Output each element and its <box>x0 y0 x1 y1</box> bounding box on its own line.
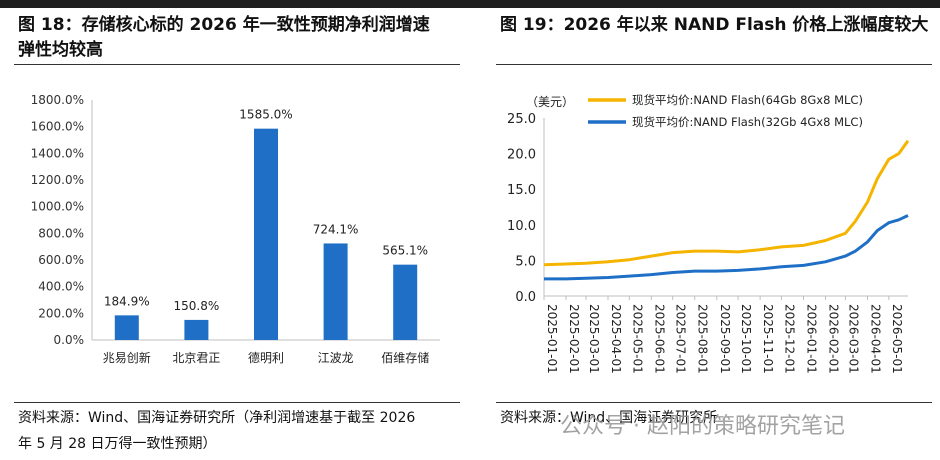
figure18-source-line1: 资料来源：Wind、国海证券研究所（净利润增速基于截至 2026 <box>18 410 416 426</box>
top-dark-bar <box>0 0 940 8</box>
bar <box>184 319 209 340</box>
bar-y-tick-label: 200.0% <box>38 306 84 320</box>
bar-x-tick-label: 兆易创新 <box>103 350 151 365</box>
bar-y-axis: 0.0% 200.0% 400.0% 600.0% 800.0% 1000.0% 1200.… <box>31 93 440 347</box>
line-chart: （美元） 0.0 5.0 10.0 15.0 20.0 25.0 2025-01-01 2025… <box>507 93 910 374</box>
line-x-tick-label: 2026-04-01 <box>868 304 882 374</box>
figure18-source-rule <box>14 402 460 403</box>
line-x-tick-label: 2025-10-01 <box>739 304 753 374</box>
figure19-source-rule <box>496 402 932 403</box>
bar-y-tick-label: 1400.0% <box>31 146 84 160</box>
figure19-title-rule <box>496 64 932 65</box>
bar-data-label: 724.1% <box>313 222 359 236</box>
line-axes: （美元） 0.0 5.0 10.0 15.0 20.0 25.0 2025-01-01 2025… <box>507 95 908 374</box>
bar <box>393 264 418 340</box>
bar-y-tick-label: 1600.0% <box>31 120 84 134</box>
line-x-tick-label: 2026-05-01 <box>890 304 904 374</box>
figure18-title-line1: 图 18：存储核心标的 2026 年一致性预期净利润增速 <box>18 15 430 35</box>
figure18-source-line2: 年 5 月 28 日万得一致性预期） <box>18 436 217 452</box>
bar-data-label: 184.9% <box>104 294 150 308</box>
legend-label: 现货平均价:NAND Flash(32Gb 4Gx8 MLC) <box>632 115 863 129</box>
bar-y-tick-label: 800.0% <box>38 226 84 240</box>
bar-y-tick-label: 0.0% <box>54 333 85 347</box>
line-series <box>543 139 910 267</box>
figure18-title-rule <box>14 64 460 65</box>
legend-label: 现货平均价:NAND Flash(64Gb 8Gx8 MLC) <box>632 93 863 107</box>
line-legend: 现货平均价:NAND Flash(64Gb 8Gx8 MLC) 现货平均价:NAN… <box>588 93 863 129</box>
line-x-tick-label: 2025-04-01 <box>609 304 623 374</box>
bar-y-tick-label: 1200.0% <box>31 173 84 187</box>
bar-series: 184.9% 兆易创新 150.8% 北京君正 1585.0% 德明利 724.1% 江波龙 5… <box>103 108 429 365</box>
line-x-tick-label: 2025-11-01 <box>761 304 775 374</box>
bar-chart: 0.0% 200.0% 400.0% 600.0% 800.0% 1000.0% 1200.… <box>31 93 440 365</box>
bar-data-label: 150.8% <box>174 299 220 313</box>
bar <box>323 243 348 340</box>
line-series-group <box>543 139 910 281</box>
line-x-tick-label: 2026-01-01 <box>804 304 818 374</box>
line-y-tick-label: 20.0 <box>507 148 536 163</box>
bar-x-tick-label: 江波龙 <box>318 351 354 365</box>
figure19-title: 图 19：2026 年以来 NAND Flash 价格上涨幅度较大 <box>500 15 929 35</box>
line-y-tick-label: 5.0 <box>515 254 536 269</box>
bar-y-tick-label: 600.0% <box>38 253 84 267</box>
bar-data-label: 565.1% <box>382 244 428 258</box>
bar-data-label: 1585.0% <box>239 108 292 122</box>
line-y-tick-label: 0.0 <box>515 290 536 305</box>
line-y-tick-label: 15.0 <box>507 183 536 198</box>
line-y-axis-unit: （美元） <box>526 95 574 109</box>
line-x-tick-label: 2025-06-01 <box>652 304 666 374</box>
line-x-tick-label: 2026-02-01 <box>827 304 841 374</box>
line-x-tick-label: 2025-12-01 <box>782 304 796 374</box>
line-x-tick-label: 2025-03-01 <box>587 304 601 374</box>
line-x-tick-label: 2025-07-01 <box>674 304 688 374</box>
bar-y-tick-label: 1800.0% <box>31 93 84 107</box>
line-x-tick-label: 2025-02-01 <box>567 304 581 374</box>
bar-y-tick-label: 1000.0% <box>31 200 84 214</box>
line-x-tick-label: 2025-01-01 <box>545 304 559 374</box>
line-x-tick-label: 2025-09-01 <box>718 304 732 374</box>
bar <box>114 315 139 340</box>
bar-x-tick-label: 北京君正 <box>172 351 220 365</box>
line-series <box>544 214 909 281</box>
line-y-tick-label: 25.0 <box>507 112 536 127</box>
line-x-tick-label: 2026-03-01 <box>846 304 860 374</box>
line-x-tick-label: 2025-05-01 <box>630 304 644 374</box>
watermark: 公众号 · 赵阳的策略研究笔记 <box>560 414 845 439</box>
bar-x-tick-label: 德明利 <box>248 350 284 365</box>
line-y-tick-label: 10.0 <box>507 219 536 234</box>
figure18-title-line2: 弹性均较高 <box>18 40 103 60</box>
line-x-tick-label: 2025-08-01 <box>696 304 710 374</box>
figure19-source: 资料来源：Wind、国海证券研究所 <box>500 410 718 426</box>
bar-y-tick-label: 400.0% <box>38 280 84 294</box>
bar <box>254 128 278 340</box>
bar-x-tick-label: 佰维存储 <box>381 350 429 365</box>
